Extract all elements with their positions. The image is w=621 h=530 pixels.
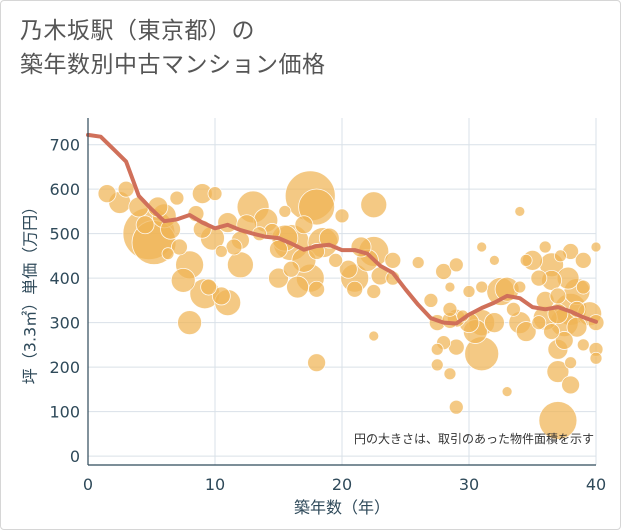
data-bubble <box>506 301 521 317</box>
x-tick-label: 20 <box>332 475 352 494</box>
trend-line-series <box>86 132 598 326</box>
data-bubble <box>268 267 289 289</box>
y-tick-label: 300 <box>49 314 80 333</box>
axes <box>87 118 596 466</box>
trend-line <box>86 132 598 326</box>
data-bubble <box>211 286 231 306</box>
y-tick-label: 400 <box>49 269 80 288</box>
data-bubble <box>435 263 453 280</box>
data-bubble <box>462 285 476 298</box>
data-bubble <box>161 247 175 261</box>
data-bubble <box>200 278 218 296</box>
data-bubble <box>368 330 380 342</box>
data-bubble <box>207 186 223 202</box>
data-bubble <box>549 287 567 305</box>
size-legend-note: 円の大きさは、取引のあった物件面積を示す <box>354 431 594 446</box>
x-tick-label: 40 <box>586 475 606 494</box>
data-bubble <box>448 399 464 415</box>
data-bubble <box>488 254 500 266</box>
data-bubble <box>308 280 326 298</box>
data-bubble <box>278 205 292 218</box>
data-bubble <box>128 196 150 218</box>
data-bubble <box>554 331 574 350</box>
data-bubble <box>589 351 603 365</box>
data-bubble <box>286 275 309 299</box>
data-bubble <box>448 257 464 273</box>
y-axis-label: 坪（3.3㎡）単価（万円） <box>21 199 40 384</box>
data-bubble <box>294 215 314 235</box>
data-bubble <box>430 358 444 372</box>
data-bubble <box>501 386 513 397</box>
data-bubble <box>530 269 548 287</box>
y-tick-label: 0 <box>70 447 80 466</box>
data-bubble <box>360 191 388 219</box>
data-bubble <box>411 256 425 269</box>
data-bubble <box>338 259 358 279</box>
data-bubble <box>430 342 444 356</box>
data-bubble <box>328 252 344 268</box>
data-bubble <box>423 292 439 308</box>
data-bubble <box>554 249 567 263</box>
tick-labels: 0 100 200 300 400 500 600 700 0 10 20 30 40 <box>49 136 606 494</box>
data-bubble <box>169 190 185 206</box>
data-bubble <box>177 310 203 336</box>
data-bubble <box>135 215 155 235</box>
data-bubble <box>543 323 560 340</box>
data-bubble <box>538 401 578 440</box>
data-bubble <box>531 315 547 331</box>
data-bubble <box>226 251 254 279</box>
data-bubble <box>475 280 489 294</box>
data-bubble <box>214 245 228 258</box>
y-tick-label: 500 <box>49 225 80 244</box>
data-bubble <box>171 238 188 256</box>
data-bubble <box>538 240 552 254</box>
data-bubble <box>318 227 340 249</box>
data-bubble <box>564 356 577 370</box>
data-bubble <box>576 338 590 352</box>
data-bubble <box>225 238 243 256</box>
data-bubble <box>282 260 300 278</box>
data-bubble <box>170 267 196 293</box>
data-bubble <box>561 375 580 395</box>
data-bubble <box>346 280 364 298</box>
data-bubble <box>519 253 533 267</box>
chart-title-line-1: 乃木坂駅（東京都）の <box>20 18 255 44</box>
data-bubble <box>97 184 117 204</box>
y-tick-label: 200 <box>49 358 80 377</box>
data-bubble <box>483 312 505 334</box>
chart-title: 乃木坂駅（東京都）の 築年数別中古マンション価格 <box>20 14 326 82</box>
data-bubble <box>575 279 591 295</box>
bubble-series <box>97 170 605 440</box>
x-axis-label: 築年数（年） <box>294 498 390 517</box>
x-tick-label: 30 <box>459 475 479 494</box>
data-bubble <box>334 208 350 224</box>
data-bubble <box>307 353 327 373</box>
data-bubble <box>442 301 458 317</box>
data-bubble <box>384 251 402 269</box>
data-bubble <box>444 281 456 293</box>
data-bubble <box>513 280 527 294</box>
x-tick-label: 0 <box>83 475 93 494</box>
y-tick-label: 700 <box>49 136 80 155</box>
data-bubble <box>117 180 135 198</box>
data-bubble <box>514 206 526 217</box>
data-bubble <box>574 251 592 269</box>
data-bubble <box>546 360 570 383</box>
y-tick-label: 600 <box>49 180 80 199</box>
data-bubble <box>515 321 537 342</box>
data-bubble <box>443 367 457 381</box>
data-bubble <box>366 284 382 299</box>
x-tick-label: 10 <box>205 475 225 494</box>
data-bubble <box>590 241 602 253</box>
y-tick-label: 100 <box>49 403 80 422</box>
data-bubble <box>298 188 336 226</box>
data-bubble <box>476 241 488 253</box>
chart-title-line-2: 築年数別中古マンション価格 <box>20 52 326 78</box>
